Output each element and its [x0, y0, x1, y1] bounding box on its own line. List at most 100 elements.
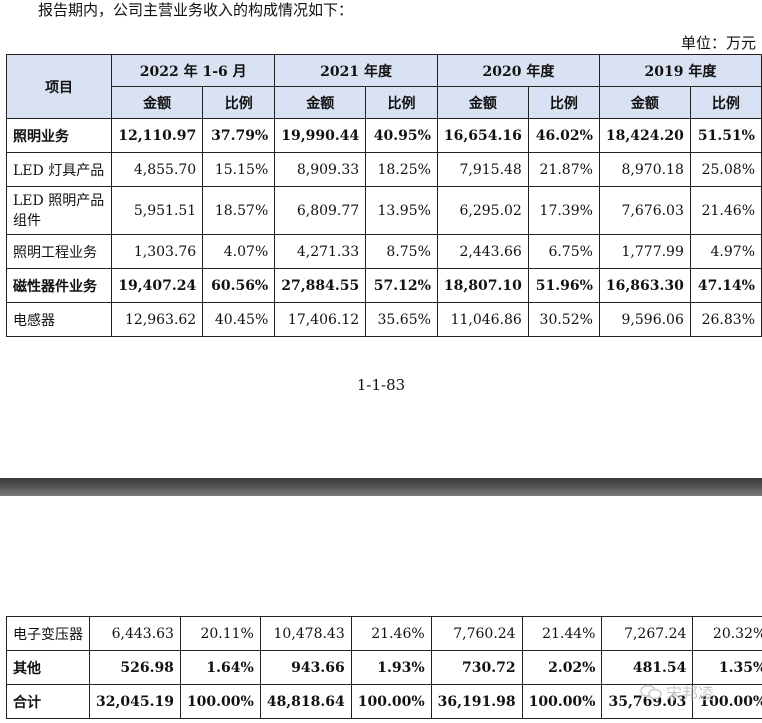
ratio-cell: 21.87%: [527, 152, 600, 187]
header-amount: 金额: [111, 86, 204, 119]
ratio-cell: 21.46%: [689, 186, 762, 235]
amount-cell: 1,303.76: [111, 234, 204, 269]
ratio-cell: 47.14%: [689, 268, 762, 303]
row-label: LED 照明产品组件: [5, 186, 113, 235]
table-row: LED 灯具产品 4,855.70 15.15% 8,909.33 18.25% 7,91…: [5, 152, 762, 187]
table-row: 照明工程业务 1,303.76 4.07% 4,271.33 8.75% 2,443.66…: [5, 234, 762, 269]
ratio-cell: 17.39%: [527, 186, 600, 235]
row-label: 合计: [6, 684, 90, 719]
unit-label: 单位：万元: [680, 34, 756, 52]
amount-cell: 526.98: [89, 650, 181, 685]
table-row: 其他 526.98 1.64% 943.66 1.93% 730.72 2.02% 481.5…: [6, 650, 762, 685]
ratio-cell: 1.35%: [692, 650, 762, 685]
amount-cell: 4,855.70: [111, 152, 204, 187]
amount-cell: 943.66: [259, 650, 352, 685]
amount-cell: 16,654.16: [436, 118, 529, 153]
amount-cell: 17,406.12: [274, 302, 367, 337]
amount-cell: 2,443.66: [436, 234, 529, 269]
table-row: 电子变压器 6,443.63 20.11% 10,478.43 21.46% 7,760.…: [6, 616, 762, 651]
header-period: 2020 年度: [436, 54, 600, 87]
ratio-cell: 13.95%: [365, 186, 438, 235]
row-label: 其他: [6, 650, 90, 685]
amount-cell: 5,951.51: [111, 186, 204, 235]
ratio-cell: 30.52%: [527, 302, 600, 337]
ratio-cell: 60.56%: [202, 268, 276, 303]
ratio-cell: 2.02%: [521, 650, 603, 685]
amount-cell: 730.72: [430, 650, 523, 685]
table-row: LED 照明产品组件 5,951.51 18.57% 6,809.77 13.95% 6,…: [5, 186, 762, 235]
ratio-cell: 18.57%: [202, 186, 276, 235]
amount-cell: 19,407.24: [111, 268, 204, 303]
row-label: 照明工程业务: [5, 234, 113, 269]
revenue-table-bottom: 电子变压器 6,443.63 20.11% 10,478.43 21.46% 7,760.…: [6, 616, 762, 719]
table-row: 合计 32,045.19 100.00% 48,818.64 100.00% 36,191…: [6, 684, 762, 719]
ratio-cell: 6.75%: [527, 234, 600, 269]
header-period: 2022 年 1-6 月: [111, 54, 276, 87]
header-ratio: 比例: [202, 86, 276, 119]
amount-cell: 7,267.24: [601, 616, 694, 651]
header-amount: 金额: [436, 86, 529, 119]
page-separator: [0, 478, 762, 496]
ratio-cell: 21.46%: [350, 616, 432, 651]
amount-cell: 4,271.33: [274, 234, 367, 269]
amount-cell: 7,760.24: [430, 616, 523, 651]
ratio-cell: 57.12%: [365, 268, 438, 303]
intro-text: 报告期内，公司主营业务收入的构成情况如下：: [38, 1, 354, 19]
header-ratio: 比例: [527, 86, 600, 119]
ratio-cell: 20.11%: [179, 616, 261, 651]
amount-cell: 18,424.20: [598, 118, 691, 153]
amount-cell: 48,818.64: [259, 684, 352, 719]
ratio-cell: 25.08%: [689, 152, 762, 187]
amount-cell: 7,676.03: [598, 186, 691, 235]
ratio-cell: 21.44%: [521, 616, 603, 651]
row-label: 磁性器件业务: [5, 268, 113, 303]
ratio-cell: 40.95%: [365, 118, 438, 153]
ratio-cell: 1.93%: [350, 650, 432, 685]
ratio-cell: 26.83%: [689, 302, 762, 337]
amount-cell: 35,769.03: [601, 684, 694, 719]
amount-cell: 32,045.19: [89, 684, 181, 719]
revenue-table-top: 项目 2022 年 1-6 月 2021 年度 2020 年度 2019 年度 …: [5, 54, 762, 337]
ratio-cell: 46.02%: [527, 118, 600, 153]
amount-cell: 11,046.86: [436, 302, 529, 337]
amount-cell: 10,478.43: [259, 616, 352, 651]
amount-cell: 36,191.98: [430, 684, 523, 719]
wechat-icon: [640, 684, 662, 700]
table-row: 电感器 12,963.62 40.45% 17,406.12 35.65% 11,046.…: [5, 302, 762, 337]
table-row: 照明业务 12,110.97 37.79% 19,990.44 40.95% 16,654…: [5, 118, 762, 153]
header-period: 2019 年度: [598, 54, 762, 87]
header-ratio: 比例: [365, 86, 438, 119]
ratio-cell: 51.96%: [527, 268, 600, 303]
amount-cell: 6,295.02: [436, 186, 529, 235]
header-ratio: 比例: [689, 86, 762, 119]
amount-cell: 1,777.99: [598, 234, 691, 269]
amount-cell: 8,970.18: [598, 152, 691, 187]
amount-cell: 19,990.44: [274, 118, 367, 153]
amount-cell: 12,110.97: [111, 118, 204, 153]
page-number: 1-1-83: [356, 376, 406, 394]
table-row: 磁性器件业务 19,407.24 60.56% 27,884.55 57.12% 18,8…: [5, 268, 762, 303]
header-row-periods: 项目 2022 年 1-6 月 2021 年度 2020 年度 2019 年度: [5, 54, 762, 119]
ratio-cell: 100.00%: [692, 684, 762, 719]
amount-cell: 16,863.30: [598, 268, 691, 303]
header-amount: 金额: [598, 86, 691, 119]
ratio-cell: 18.25%: [365, 152, 438, 187]
amount-cell: 6,443.63: [89, 616, 181, 651]
amount-cell: 481.54: [601, 650, 694, 685]
amount-cell: 9,596.06: [598, 302, 691, 337]
row-label: 电感器: [5, 302, 113, 337]
watermark: 宋邦凌: [640, 680, 714, 704]
amount-cell: 12,963.62: [111, 302, 204, 337]
header-amount: 金额: [274, 86, 367, 119]
header-item: 项目: [5, 54, 113, 119]
ratio-cell: 20.32%: [692, 616, 762, 651]
ratio-cell: 100.00%: [179, 684, 261, 719]
row-label: 电子变压器: [6, 616, 90, 651]
row-label: LED 灯具产品: [5, 152, 113, 187]
ratio-cell: 15.15%: [202, 152, 276, 187]
amount-cell: 18,807.10: [436, 268, 529, 303]
header-row-metrics: 金额 比例 金额 比例 金额 比例 金额 比例: [7, 86, 762, 119]
ratio-cell: 35.65%: [365, 302, 438, 337]
amount-cell: 6,809.77: [274, 186, 367, 235]
ratio-cell: 100.00%: [350, 684, 432, 719]
